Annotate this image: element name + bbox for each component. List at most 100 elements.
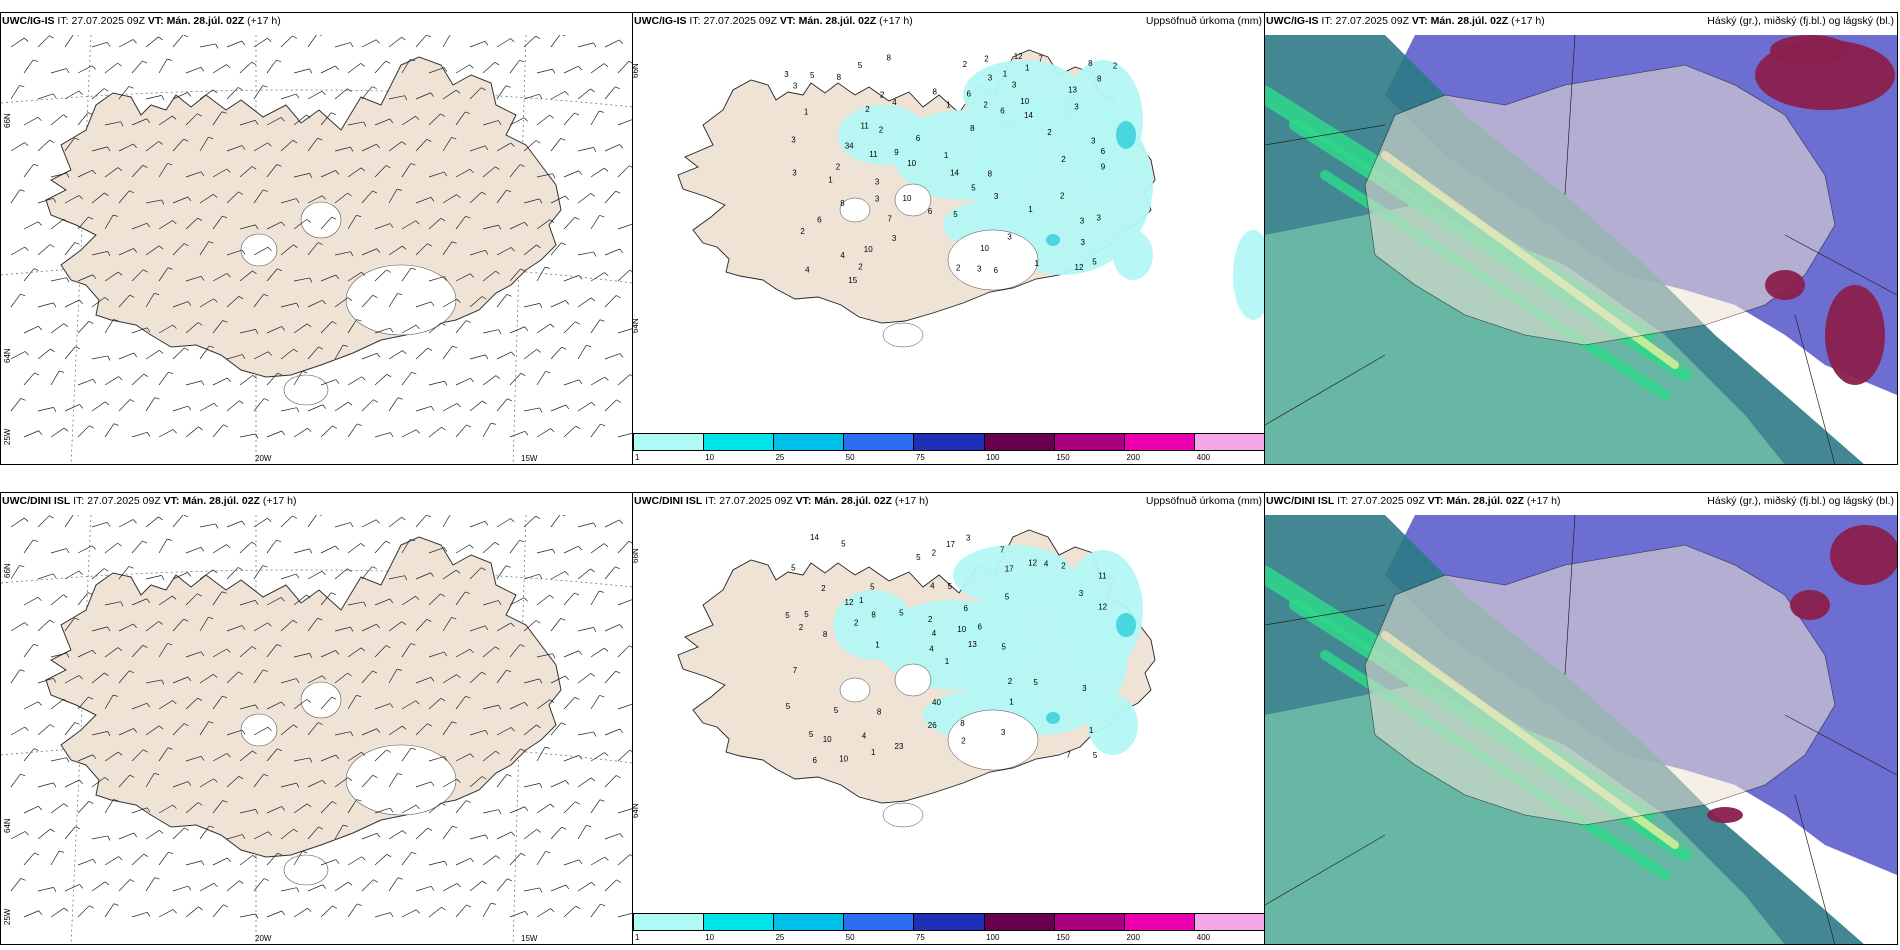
colorbar-tick-label: 400 <box>1196 933 1211 942</box>
colorbar-tick-label: 1 <box>635 933 640 942</box>
precip-value-label: 4 <box>932 629 937 638</box>
precip-value-label: 11 <box>869 150 878 159</box>
y-axis-label-25w: 25W <box>3 428 12 445</box>
precip-value-label: 1 <box>875 640 880 649</box>
precip-value-label: 1 <box>804 108 809 117</box>
panel-header: UWC/IG-IS IT: 27.07.2025 09Z VT: Mán. 28… <box>634 15 913 27</box>
precip-value-label: 12 <box>1075 263 1084 272</box>
precip-title: Uppsöfnuð úrkoma (mm) <box>1145 15 1262 27</box>
precip-value-label: 2 <box>928 615 933 624</box>
precip-value-label: 1 <box>1003 70 1008 79</box>
colorbar <box>633 913 1265 931</box>
colorbar-tick-label: 25 <box>775 453 785 462</box>
y-axis-label-66n: 66N <box>632 548 640 563</box>
precip-value-label: 5 <box>948 582 953 591</box>
precip-value-label: 13 <box>968 640 977 649</box>
cloud-map <box>1265 515 1897 944</box>
y-axis-label-64n: 64N <box>3 348 12 363</box>
precip-value-label: 4 <box>862 731 867 740</box>
precip-value-label: 8 <box>840 199 845 208</box>
precip-value-label: 10 <box>823 735 832 744</box>
precip-value-label: 7 <box>1039 54 1044 63</box>
precip-value-label: 7 <box>793 666 798 675</box>
precip-value-label: 1 <box>859 596 864 605</box>
precip-value-label: 6 <box>817 216 822 225</box>
colorbar-tick-label: 150 <box>1056 933 1070 942</box>
colorbar-tick-label: 10 <box>705 933 715 942</box>
colorbar-tick-label: 75 <box>915 933 925 942</box>
precip-value-label: 2 <box>984 55 989 64</box>
precip-value-label: 3 <box>1012 81 1017 90</box>
precip-value-label: 2 <box>799 623 804 632</box>
precip-value-label: 6 <box>978 623 983 632</box>
precip-value-label: 10 <box>907 159 916 168</box>
precip-value-label: 10 <box>957 625 966 634</box>
precip-value-label: 34 <box>845 142 854 151</box>
precip-value-label: 1 <box>946 101 951 110</box>
precip-value-label: 3 <box>966 534 971 543</box>
colorbar-tick-label: 50 <box>845 933 855 942</box>
precip-value-label: 13 <box>1068 85 1077 94</box>
colorbar-tick-label: 25 <box>775 933 785 942</box>
precip-value-label: 17 <box>1005 564 1014 573</box>
precip-value-label: 3 <box>988 73 993 82</box>
colorbar-swatch <box>1124 914 1195 930</box>
precip-value-label: 4 <box>1044 559 1049 568</box>
precip-value-label: 12 <box>845 598 854 607</box>
precip-value-label: 3 <box>875 178 880 187</box>
colorbar-swatch <box>1194 914 1264 930</box>
panel-header: UWC/DINI ISL IT: 27.07.2025 09Z VT: Mán.… <box>2 495 297 507</box>
precip-value-label: 9 <box>1101 162 1106 171</box>
precip-value-label: 1 <box>828 175 833 184</box>
precip-value-label: 6 <box>994 266 999 275</box>
colorbar-swatch <box>704 914 775 930</box>
precip-value-label: 3 <box>1082 684 1087 693</box>
y-axis-label-64n: 64N <box>632 803 640 818</box>
precip-value-label: 8 <box>1088 59 1093 68</box>
colorbar-swatch <box>1054 434 1125 450</box>
precip-value-label: 3 <box>1079 589 1084 598</box>
panel-header: UWC/DINI ISL IT: 27.07.2025 09Z VT: Mán.… <box>634 495 929 507</box>
colorbar-tick-label: 200 <box>1126 933 1140 942</box>
precip-value-label: 2 <box>963 60 968 69</box>
precip-value-label: 2 <box>961 736 966 745</box>
y-axis-label-66n: 66N <box>3 113 12 128</box>
precip-map: 4366103101231311227614338856488743382223… <box>677 49 1265 348</box>
precip-value-label: 3 <box>1080 216 1085 225</box>
precip-value-label: 4 <box>805 266 810 275</box>
precip-value-label: 9 <box>894 148 899 157</box>
colorbar-tick-label: 100 <box>986 453 1000 462</box>
colorbar-ticks: 1 10 25 50 75 100 150 200 400 <box>633 453 1265 463</box>
precip-value-label: 3 <box>793 82 798 91</box>
colorbar-swatch <box>1124 434 1195 450</box>
precip-value-label: 3 <box>892 234 897 243</box>
precip-value-label: 2 <box>1061 155 1066 164</box>
precip-value-label: 23 <box>895 742 904 751</box>
colorbar-tick-label: 75 <box>915 453 925 462</box>
precip-value-label: 8 <box>837 73 842 82</box>
precip-value-label: 3 <box>1074 103 1079 112</box>
precip-value-label: 5 <box>858 61 863 70</box>
colorbar-tick-label: 10 <box>705 453 715 462</box>
precip-value-label: 7 <box>1000 546 1005 555</box>
precip-value-label: 2 <box>854 619 859 628</box>
precip-value-label: 3 <box>784 70 789 79</box>
colorbar-tick-label: 1 <box>635 453 640 462</box>
precip-value-label: 5 <box>809 730 814 739</box>
precip-value-label: 2 <box>800 227 805 236</box>
precip-value-label: 2 <box>1008 677 1013 686</box>
precip-panel-top: UWC/IG-IS IT: 27.07.2025 09Z VT: Mán. 28… <box>632 12 1266 465</box>
precip-value-label: 2 <box>983 101 988 110</box>
precip-value-label: 15 <box>848 276 857 285</box>
wind-panel-top: UWC/IG-IS IT: 27.07.2025 09Z VT: Mán. 28… <box>0 12 634 465</box>
precip-value-label: 8 <box>1097 75 1102 84</box>
colorbar-swatch <box>1194 434 1264 450</box>
precip-value-label: 3 <box>875 195 880 204</box>
precip-value-label: 8 <box>960 719 965 728</box>
wind-panel-bottom: UWC/DINI ISL IT: 27.07.2025 09Z VT: Mán.… <box>0 492 634 945</box>
cloud-map <box>1265 35 1897 464</box>
cloud-title: Háský (gr.), miðský (fj.bl.) og lágský (… <box>1707 495 1894 507</box>
y-axis-label-64n: 64N <box>632 318 640 333</box>
colorbar-tick-label: 50 <box>845 453 855 462</box>
precip-value-label: 12 <box>1098 603 1107 612</box>
